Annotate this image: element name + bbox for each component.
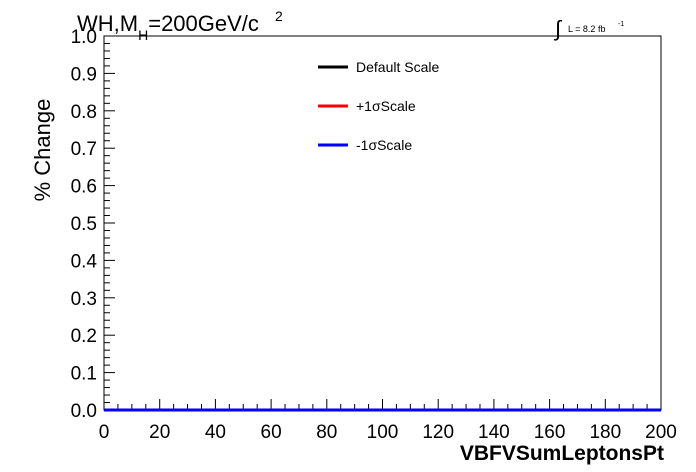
x-tick-label: 120 <box>422 422 454 443</box>
x-tick-label: 160 <box>534 422 566 443</box>
x-tick-label: 140 <box>478 422 510 443</box>
y-tick-label: 0.2 <box>71 326 97 347</box>
y-tick-label: 0.4 <box>71 251 98 272</box>
y-tick-label: 0.6 <box>71 177 97 198</box>
x-tick-label: 20 <box>149 422 170 443</box>
x-axis-label: VBFVSumLeptonsPt <box>460 442 664 465</box>
x-tick-label: 60 <box>261 422 282 443</box>
x-tick-label: 80 <box>316 422 337 443</box>
lumi-superscript: -1 <box>618 21 624 28</box>
y-tick-label: 0.3 <box>71 289 97 310</box>
y-tick-label: 0.7 <box>71 139 97 160</box>
y-tick-label: 0.5 <box>71 214 97 235</box>
lumi-integral-symbol: ∫ <box>553 16 563 41</box>
x-tick-label: 180 <box>589 422 621 443</box>
chart-title-superscript: 2 <box>275 8 283 24</box>
y-tick-label: 0.8 <box>71 102 97 123</box>
x-tick-label: 200 <box>645 422 677 443</box>
y-tick-label: 1.0 <box>71 27 97 48</box>
y-tick-label: 0.1 <box>71 364 97 385</box>
y-tick-label: 0.0 <box>71 401 97 422</box>
x-tick-label: 100 <box>367 422 399 443</box>
x-tick-label: 0 <box>99 422 110 443</box>
plot-area: 0.0 0.1 0.2 0.3 0.4 0.5 0.6 0.7 0.8 0.9 1.0 0 20 40 60… <box>71 27 677 443</box>
x-tick-label: 40 <box>205 422 226 443</box>
legend: Default Scale +1σScale -1σScale <box>318 59 439 153</box>
lumi-label: L = 8.2 fb <box>568 24 605 34</box>
y-tick-label: 0.9 <box>71 64 97 85</box>
legend-label: Default Scale <box>356 59 439 75</box>
y-axis-label: % Change <box>30 99 55 202</box>
legend-label: +1σScale <box>356 98 416 114</box>
chart-title: WH,MH=200GeV/c <box>77 11 259 43</box>
legend-label: -1σScale <box>356 137 412 153</box>
